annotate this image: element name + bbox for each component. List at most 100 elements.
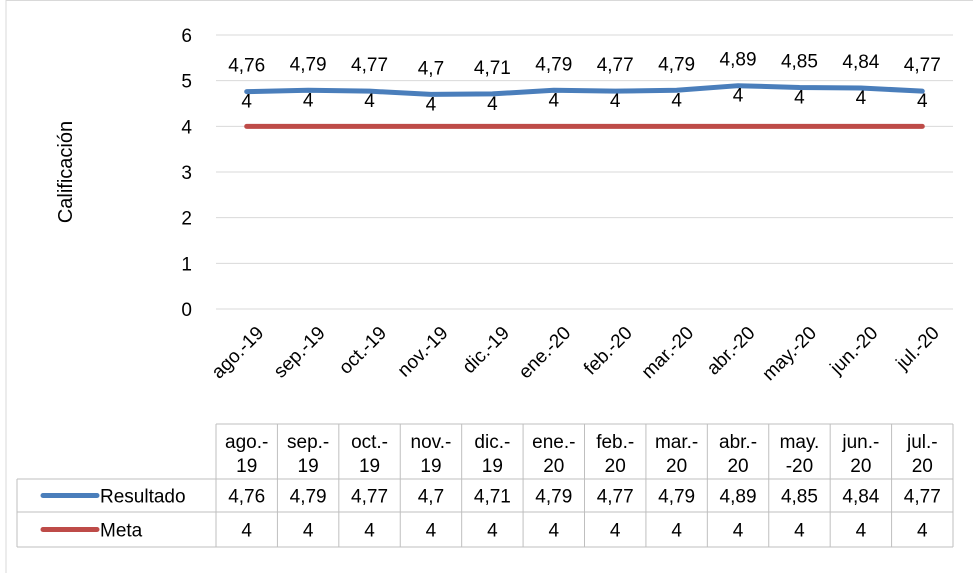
x-category-label: nov.-19 <box>394 323 453 382</box>
table-header-cell: jul.- <box>906 432 938 453</box>
x-category-label: mar.-20 <box>638 323 698 383</box>
y-tick-label: 3 <box>181 163 192 184</box>
x-category-label: abr.-20 <box>703 323 760 380</box>
table-value-cell: 4 <box>610 521 621 542</box>
table-value-cell: 4,79 <box>290 487 327 508</box>
x-category-label: jun.-20 <box>826 323 883 380</box>
table-header-cell: ago.- <box>225 432 268 453</box>
data-label-meta: 4 <box>364 91 375 112</box>
x-axis-categories: ago.-19 sep.-19 oct.-19 nov.-19 dic.-19 ene.-… <box>208 323 944 385</box>
data-label-resultado: 4,79 <box>535 54 572 75</box>
table-value-cell: 4 <box>303 521 314 542</box>
y-tick-label: 0 <box>181 300 192 321</box>
table-header-cell: nov.- <box>411 432 452 453</box>
series-lines <box>244 83 925 129</box>
y-tick-label: 1 <box>181 254 192 275</box>
table-header-cell: 20 <box>666 456 687 477</box>
data-label-resultado: 4,77 <box>904 55 941 76</box>
y-axis-ticks: 0 1 2 3 4 5 6 <box>181 26 192 321</box>
table-header-cell: abr.- <box>719 432 757 453</box>
table-value-cell: 4,71 <box>474 487 511 508</box>
x-category-label: ene.-20 <box>515 323 575 383</box>
data-label-resultado: 4,77 <box>351 55 388 76</box>
x-category-label: sep.-19 <box>270 323 330 383</box>
table-header-cell: 20 <box>727 456 748 477</box>
table-header-cell: 19 <box>482 456 503 477</box>
table-value-cell: 4 <box>426 521 437 542</box>
x-category-label: dic.-19 <box>459 323 514 378</box>
y-axis-title-group: Calificación <box>55 121 77 223</box>
table-header-cell: 19 <box>298 456 319 477</box>
table-value-cell: 4,85 <box>781 487 818 508</box>
data-label-meta: 4 <box>549 90 560 111</box>
data-label-meta: 4 <box>671 90 682 111</box>
data-label-meta: 4 <box>487 94 498 115</box>
series-line-resultado <box>244 83 925 97</box>
table-value-cell: 4 <box>794 521 805 542</box>
table-value-cell: 4,89 <box>720 487 757 508</box>
table-header-cell: 20 <box>605 456 626 477</box>
x-category-label: jul.-20 <box>892 323 944 375</box>
table-value-cell: 4,77 <box>597 487 634 508</box>
legend-label-meta: Meta <box>100 521 143 542</box>
table-header-cell: 20 <box>912 456 933 477</box>
data-label-resultado: 4,79 <box>658 54 695 75</box>
x-category-label: may.-20 <box>759 323 821 385</box>
table-header-cell: 20 <box>850 456 871 477</box>
data-label-resultado: 4,89 <box>720 50 757 71</box>
table-header-cell: may. <box>780 432 820 453</box>
data-label-resultado: 4,76 <box>228 56 265 77</box>
y-tick-label: 2 <box>181 209 192 230</box>
table-value-cell: 4,77 <box>904 487 941 508</box>
table-value-cell: 4 <box>364 521 375 542</box>
table-value-cell: 4,79 <box>658 487 695 508</box>
table-value-cell: 4,77 <box>351 487 388 508</box>
x-category-label: ago.-19 <box>208 323 268 383</box>
y-tick-label: 5 <box>181 72 192 93</box>
data-label-meta: 4 <box>241 92 252 113</box>
y-tick-label: 4 <box>181 117 192 138</box>
gridlines <box>216 34 953 310</box>
data-table: ago.- 19 sep.- 19 oct.- 19 nov.- 19 dic.- 19 ene.-… <box>16 423 954 548</box>
table-header-cell: 19 <box>359 456 380 477</box>
table-value-cell: 4 <box>487 521 498 542</box>
data-label-resultado: 4,77 <box>597 55 634 76</box>
table-value-cell: 4,79 <box>535 487 572 508</box>
data-label-resultado: 4,84 <box>842 52 879 73</box>
data-label-resultado: 4,79 <box>290 54 327 75</box>
data-label-resultado: 4,71 <box>474 58 511 79</box>
data-label-meta: 4 <box>794 88 805 109</box>
table-value-cell: 4 <box>671 521 682 542</box>
data-label-meta: 4 <box>856 88 867 109</box>
table-value-cell: 4 <box>733 521 744 542</box>
table-header-cell: 19 <box>420 456 441 477</box>
table-value-cell: 4 <box>241 521 252 542</box>
table-header-cell: oct.- <box>351 432 388 453</box>
data-label-meta: 4 <box>610 91 621 112</box>
x-category-label: oct.-19 <box>335 323 391 379</box>
legend-label-resultado: Resultado <box>100 487 186 508</box>
data-labels: 4,76 4,79 4,77 4,7 4,71 4,79 4,77 4,79 4,89 4,85 4… <box>228 50 941 116</box>
y-tick-label: 6 <box>181 26 192 47</box>
table-header-cell: feb.- <box>596 432 634 453</box>
table-value-cell: 4 <box>549 521 560 542</box>
data-label-meta: 4 <box>426 94 437 115</box>
data-label-meta: 4 <box>733 86 744 107</box>
table-value-cell: 4 <box>856 521 867 542</box>
y-axis-title: Calificación <box>55 121 77 223</box>
data-label-meta: 4 <box>917 91 928 112</box>
table-header-cell: jun.- <box>841 432 879 453</box>
data-label-resultado: 4,7 <box>418 58 444 79</box>
table-header-cell: mar.- <box>655 432 698 453</box>
table-header-cell: 20 <box>543 456 564 477</box>
data-label-meta: 4 <box>303 90 314 111</box>
table-value-cell: 4,84 <box>842 487 879 508</box>
table-header-cell: dic.- <box>474 432 510 453</box>
table-value-cell: 4 <box>917 521 928 542</box>
table-header-cell: ene.- <box>532 432 575 453</box>
table-value-cell: 4,76 <box>228 487 265 508</box>
table-header-cell: 19 <box>236 456 257 477</box>
table-header-cell: -20 <box>786 456 813 477</box>
